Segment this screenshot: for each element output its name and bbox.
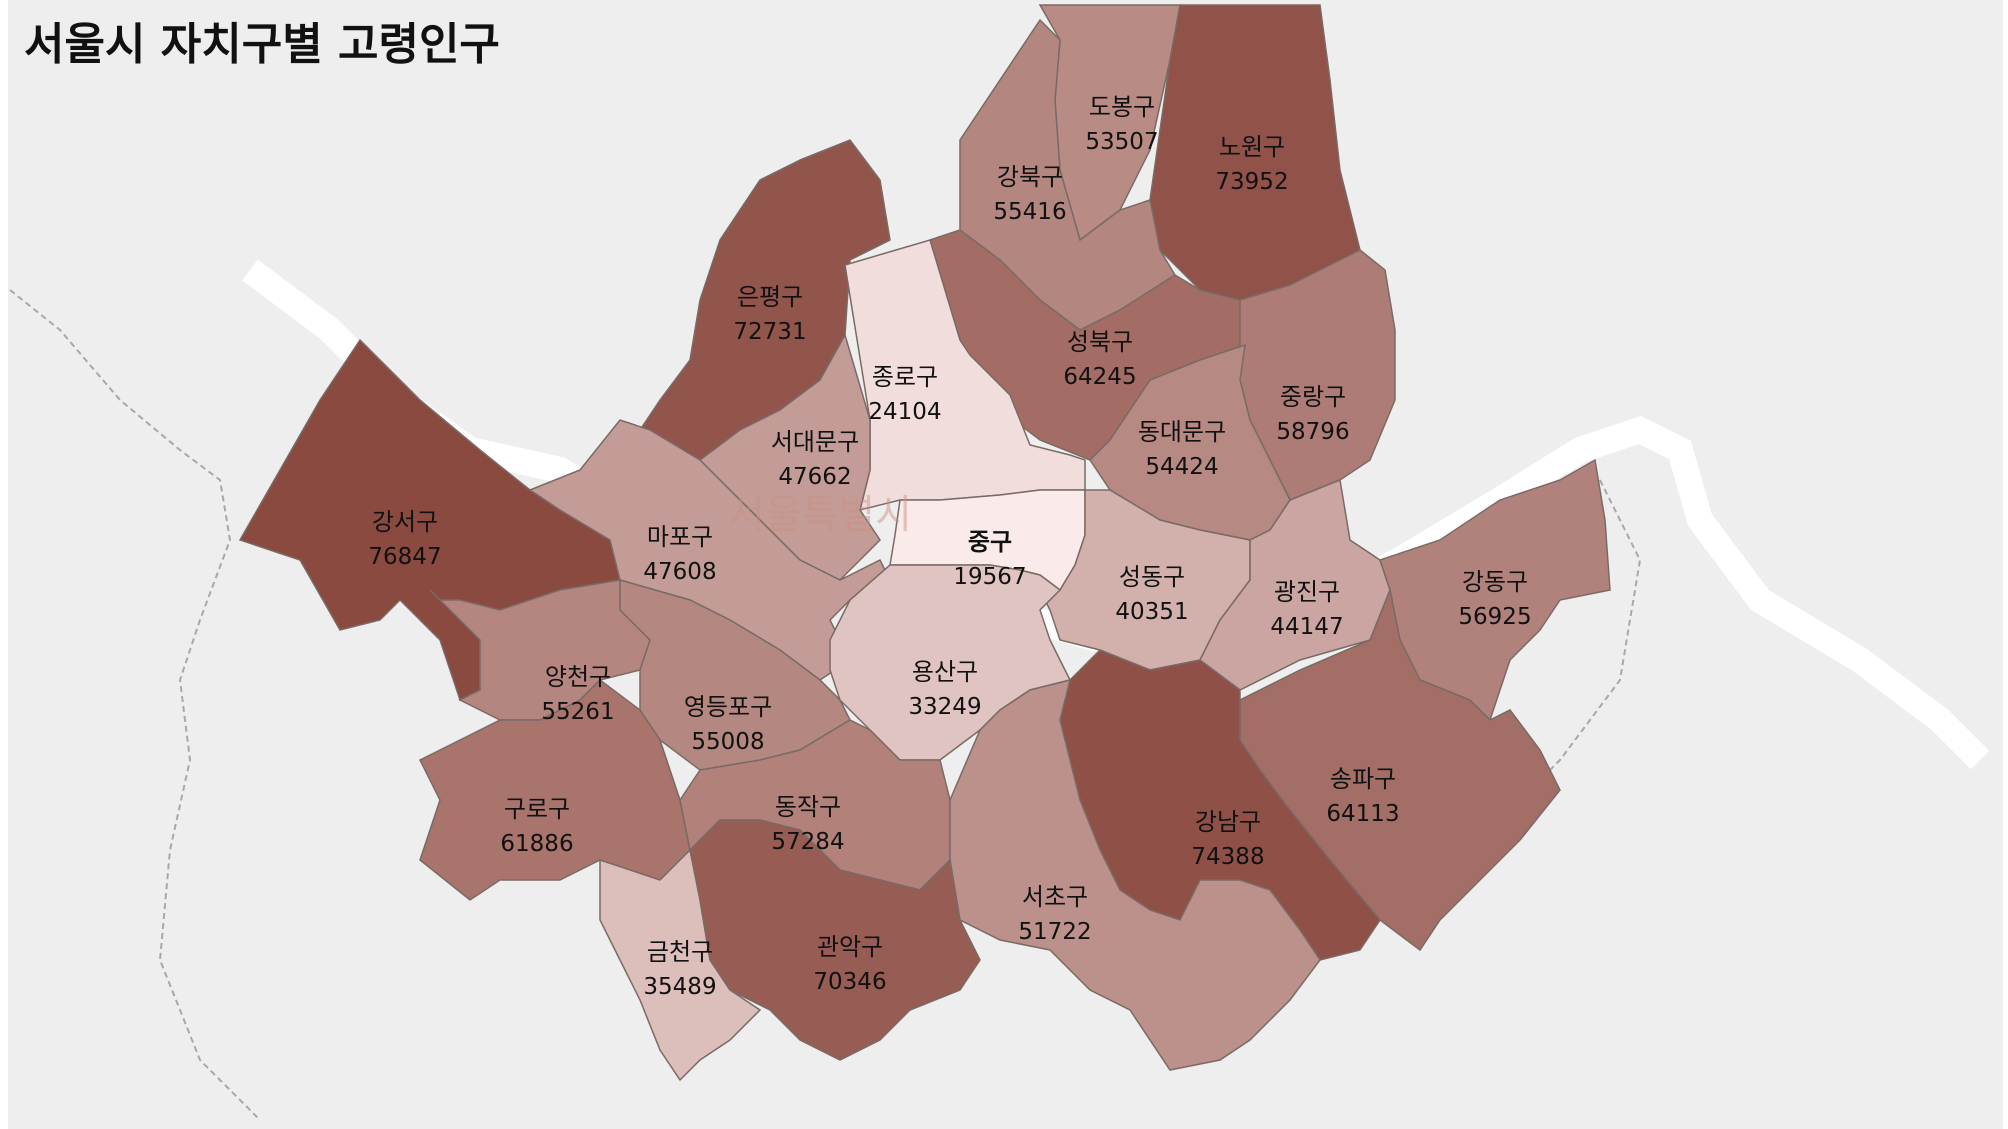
district-name-label: 송파구 <box>1330 765 1396 793</box>
district-name-label: 동작구 <box>775 793 841 821</box>
district-value-label: 35489 <box>643 974 716 1000</box>
district-name-label: 성동구 <box>1119 563 1185 591</box>
district-name-label: 서대문구 <box>771 428 859 456</box>
district-value-label: 64245 <box>1063 364 1136 390</box>
district-value-label: 56925 <box>1458 604 1531 630</box>
district-name-label: 노원구 <box>1219 133 1285 161</box>
district-value-label: 47662 <box>778 464 851 490</box>
district-value-label: 53507 <box>1085 129 1158 155</box>
district-value-label: 57284 <box>771 829 844 855</box>
district-value-label: 76847 <box>368 544 441 570</box>
district-name-label: 관악구 <box>817 933 883 961</box>
map-title: 서울시 자치구별 고령인구 <box>24 19 500 70</box>
district-name-label: 중랑구 <box>1280 383 1346 411</box>
district-name-label: 금천구 <box>647 938 713 966</box>
district-value-label: 55008 <box>691 729 764 755</box>
district-value-label: 55416 <box>993 199 1066 225</box>
district-value-label: 58796 <box>1276 419 1349 445</box>
district-value-label: 74388 <box>1191 844 1264 870</box>
district-value-label: 51722 <box>1018 919 1091 945</box>
district-관악구[interactable] <box>689 819 981 1061</box>
district-name-label: 강서구 <box>372 508 438 536</box>
district-value-label: 73952 <box>1215 169 1288 195</box>
district-value-label: 72731 <box>733 319 806 345</box>
district-value-label: 44147 <box>1270 614 1343 640</box>
district-서초구[interactable] <box>949 678 1321 1071</box>
district-layer <box>238 4 1611 1082</box>
district-value-label: 70346 <box>813 969 886 995</box>
district-name-label: 중구 <box>968 528 1012 556</box>
district-name-label: 도봉구 <box>1089 93 1155 121</box>
district-name-label: 강북구 <box>997 163 1063 191</box>
district-value-label: 19567 <box>953 564 1026 590</box>
district-name-label: 광진구 <box>1274 578 1340 606</box>
map-watermark: 서울특별시 <box>728 492 912 538</box>
district-value-label: 40351 <box>1115 599 1188 625</box>
district-value-label: 33249 <box>908 694 981 720</box>
district-value-label: 61886 <box>500 831 573 857</box>
label-layer: 도봉구 53507 노원구 73952 강북구 55416 은평구 72731 성북구 64245… <box>368 93 1531 1000</box>
district-name-label: 마포구 <box>647 523 713 551</box>
district-name-label: 용산구 <box>912 658 978 686</box>
district-name-label: 은평구 <box>737 283 803 311</box>
district-name-label: 강남구 <box>1195 808 1261 836</box>
district-name-label: 성북구 <box>1067 328 1133 356</box>
district-value-label: 24104 <box>868 399 941 425</box>
district-value-label: 64113 <box>1326 801 1399 827</box>
district-name-label: 강동구 <box>1462 568 1528 596</box>
district-name-label: 종로구 <box>872 363 938 391</box>
district-name-label: 구로구 <box>504 795 570 823</box>
district-name-label: 동대문구 <box>1138 418 1226 446</box>
district-name-label: 양천구 <box>545 663 611 691</box>
outer-boundary <box>9 289 261 1121</box>
district-name-label: 영등포구 <box>684 693 772 721</box>
district-name-label: 서초구 <box>1022 883 1088 911</box>
district-value-label: 55261 <box>541 699 614 725</box>
district-value-label: 54424 <box>1145 454 1218 480</box>
district-value-label: 47608 <box>643 559 716 585</box>
